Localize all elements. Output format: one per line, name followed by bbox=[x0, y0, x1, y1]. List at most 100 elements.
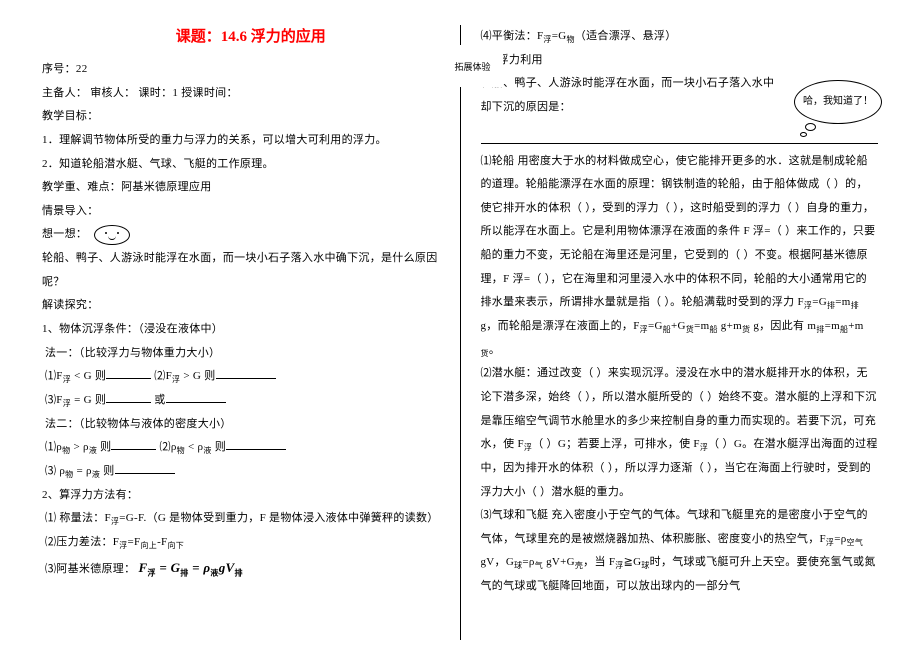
m2c-op: = ρ bbox=[73, 465, 91, 477]
r1b: =G bbox=[552, 30, 567, 42]
m2a-then: 则 bbox=[97, 441, 111, 453]
blank-field[interactable] bbox=[106, 367, 151, 379]
s-chuan3: 船 bbox=[840, 325, 848, 334]
calc-1: ⑴ 称量法：F浮=G-F.（G 是物体受到重力，F 是物体浸入液体中弹簧秤的读数… bbox=[42, 507, 440, 531]
thought-bubble: 哈，我知道了！ bbox=[794, 80, 882, 124]
section-2: 2、算浮力方法有： bbox=[42, 484, 440, 508]
sub-fu: 浮 bbox=[63, 376, 71, 385]
m1b-op: > G 则 bbox=[180, 370, 215, 382]
sub-fu3: 浮 bbox=[63, 399, 71, 408]
method-1-row: ⑴F浮 < G 则 ⑵F浮 > G 则 bbox=[42, 365, 440, 389]
p1a: ⑴轮船 用密度大于水的材料做成空心，使它能排开更多的水．这就是制成轮船的道理。轮… bbox=[481, 155, 876, 309]
s-fu6: 浮 bbox=[615, 562, 623, 571]
difficulty: 教学重、难点：阿基米德原理应用 bbox=[42, 176, 440, 200]
p2b: （ ）G；若要上浮，可排水，使 F bbox=[532, 438, 700, 450]
m2c-label: ⑶ ρ bbox=[45, 465, 65, 477]
p1e: =G bbox=[648, 320, 663, 332]
lesson-title: 课题：14.6 浮力的应用 bbox=[62, 25, 440, 46]
r1a: ⑷平衡法：F bbox=[481, 30, 544, 42]
method-1-row2: ⑶F浮 = G 则 或 bbox=[42, 389, 440, 413]
p1c: =m bbox=[835, 296, 850, 308]
method-1-heading: 法一：（比较浮力与物体重力大小） bbox=[42, 342, 440, 366]
p3e: gV+G bbox=[543, 556, 575, 568]
p3c: gV，G bbox=[481, 556, 515, 568]
think-line: 想一想： bbox=[42, 223, 440, 247]
sub-ye3: 液 bbox=[92, 470, 100, 479]
s-fu2: 浮 bbox=[640, 325, 648, 334]
p3b: =ρ bbox=[834, 533, 846, 545]
scene-heading: 情景导入： bbox=[42, 200, 440, 224]
blank-field[interactable] bbox=[111, 438, 156, 450]
section-1: 1、物体沉浮条件：（浸没在液体中） bbox=[42, 318, 440, 342]
blank-field[interactable] bbox=[226, 438, 286, 450]
s-fu4: 浮 bbox=[700, 443, 708, 452]
blank-field[interactable] bbox=[166, 391, 226, 403]
s-fu5: 浮 bbox=[826, 538, 834, 547]
p1l: 。 bbox=[489, 344, 500, 356]
sub-down: 向下 bbox=[167, 541, 184, 550]
answer-line[interactable] bbox=[481, 126, 879, 144]
calc-3: ⑶阿基米德原理： F浮 = G排 = ρ液gV排 bbox=[42, 554, 440, 582]
p1b: =G bbox=[812, 296, 827, 308]
m1a-op: < G 则 bbox=[71, 370, 106, 382]
s-fu: 浮 bbox=[804, 302, 812, 311]
p3d: =ρ bbox=[522, 556, 534, 568]
explore-heading: 解读探究： bbox=[42, 294, 440, 318]
sequence-number: 序号：22 bbox=[42, 58, 440, 82]
m2c-then: 则 bbox=[100, 465, 114, 477]
s-chuan: 船 bbox=[663, 325, 671, 334]
blank-field[interactable] bbox=[115, 462, 175, 474]
method-2-heading: 法二：（比较物体与液体的密度大小） bbox=[42, 413, 440, 437]
m1a-label: ⑴F bbox=[45, 370, 63, 382]
r1c: （适合漂浮、悬浮） bbox=[575, 30, 677, 42]
starburst-text: 拓展体验 bbox=[443, 45, 503, 87]
header-info: 主备人： 审核人： 课时：1 授课时间： bbox=[42, 82, 440, 106]
section-3: 3、浮力利用 bbox=[481, 49, 879, 73]
s-huo3: 货 bbox=[481, 349, 489, 358]
s-chuan2: 船 bbox=[709, 325, 717, 334]
think-label: 想一想： bbox=[42, 228, 87, 240]
sub-fu-r: 浮 bbox=[543, 35, 551, 44]
s-qi: 气 bbox=[535, 562, 543, 571]
c2-eq: =F bbox=[128, 536, 141, 548]
c3-label: ⑶阿基米德原理： bbox=[45, 563, 135, 575]
s-fu3: 浮 bbox=[524, 443, 532, 452]
p1d: g，而轮船是漂浮在液面上的，F bbox=[481, 320, 640, 332]
c2-minus: -F bbox=[157, 536, 167, 548]
para-balloon: ⑶气球和飞艇 充入密度小于空气的气体。气球和飞艇里充的是密度小于空气的气体，气球… bbox=[481, 504, 879, 599]
goal-2: 2．知道轮船潜水艇、气球、飞艇的工作原理。 bbox=[42, 153, 440, 177]
p3a: ⑶气球和飞艇 充入密度小于空气的气体。气球和飞艇里充的是密度小于空气的气体，气球… bbox=[481, 509, 868, 545]
blank-field[interactable] bbox=[106, 391, 151, 403]
m2a-op: > ρ bbox=[70, 441, 88, 453]
method-2-row2: ⑶ ρ物 = ρ液 则 bbox=[42, 460, 440, 484]
sub-wu2: 物 bbox=[177, 446, 185, 455]
starburst-badge: 拓展体验 bbox=[443, 45, 503, 87]
m2b-then: 则 bbox=[212, 441, 226, 453]
c2-label: ⑵压力差法：F bbox=[45, 536, 119, 548]
p3g: ≧G bbox=[624, 556, 642, 568]
sub-up: 向上 bbox=[140, 541, 157, 550]
column-divider bbox=[460, 25, 461, 640]
left-column: 课题：14.6 浮力的应用 序号：22 主备人： 审核人： 课时：1 授课时间：… bbox=[30, 25, 458, 640]
p3f: ，当 F bbox=[583, 556, 615, 568]
blank-field[interactable] bbox=[216, 367, 276, 379]
goals-heading: 教学目标： bbox=[42, 105, 440, 129]
s-ke: 壳 bbox=[575, 562, 583, 571]
p1j: =m bbox=[825, 320, 840, 332]
sub-ye2: 液 bbox=[203, 446, 211, 455]
s-qiu2: 球 bbox=[641, 562, 649, 571]
question-1: 轮船、鸭子、人游泳时能浮在水面，而一块小石子落入水中确下沉，是什么原因呢？ bbox=[42, 247, 440, 294]
para-ship: ⑴轮船 用密度大于水的材料做成空心，使它能排开更多的水．这就是制成轮船的道理。轮… bbox=[481, 150, 879, 363]
sub-wu-r: 物 bbox=[566, 35, 574, 44]
right-column: 拓展体验 哈，我知道了！ ⑷平衡法：F浮=G物（适合漂浮、悬浮） 3、浮力利用 … bbox=[463, 25, 891, 640]
method-2-row: ⑴ρ物 > ρ液 则 ⑵ρ物 < ρ液 则 bbox=[42, 436, 440, 460]
s-pai2: 排 bbox=[851, 302, 859, 311]
p1f: +G bbox=[671, 320, 686, 332]
c1-label: ⑴ 称量法：F bbox=[45, 512, 111, 524]
s-huo: 货 bbox=[686, 325, 694, 334]
p1k: +m bbox=[848, 320, 863, 332]
p1h: g+m bbox=[718, 320, 742, 332]
sub-ye: 液 bbox=[89, 446, 97, 455]
sub-fu5: 浮 bbox=[119, 541, 127, 550]
m2b-label: ⑵ρ bbox=[160, 441, 177, 453]
